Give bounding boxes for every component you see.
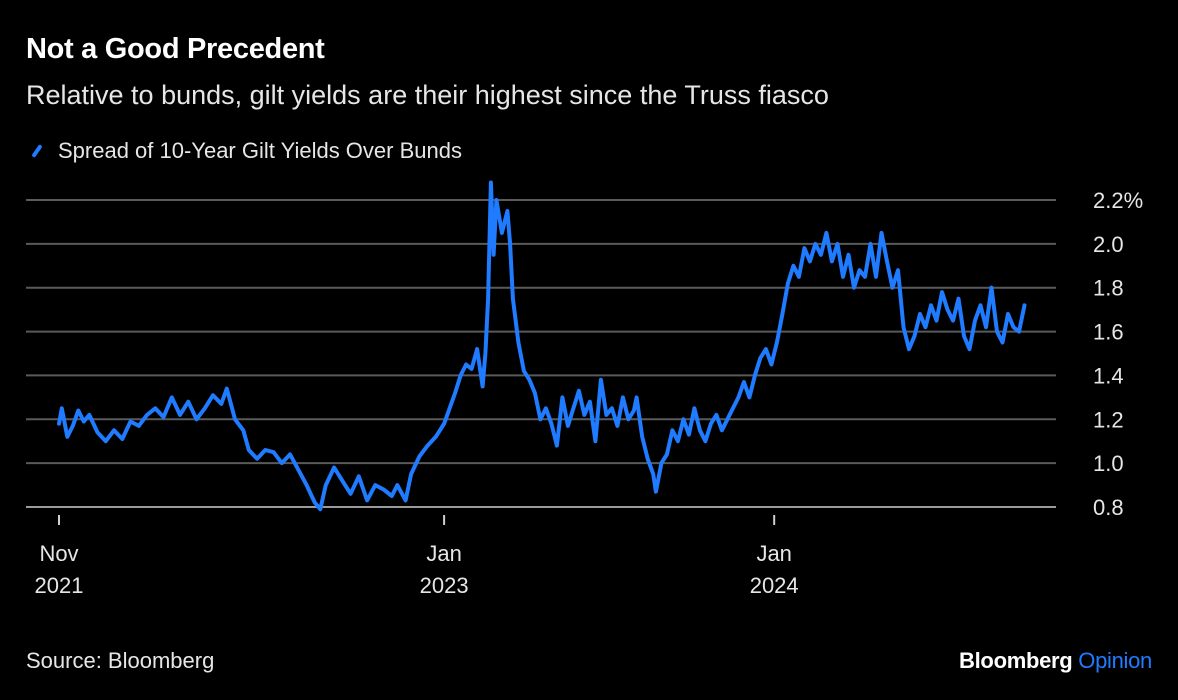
brand-main: Bloomberg [959,648,1073,673]
y-tick-label: 2.2% [1093,188,1143,213]
y-tick-label: 1.0 [1093,451,1124,476]
brand-logo: Bloomberg Opinion [959,648,1152,674]
x-tick-label-year: 2024 [750,573,799,598]
x-tick-label-year: 2023 [420,573,469,598]
y-axis-tick-labels: 0.8 1.0 1.2 1.4 1.6 1.8 2.0 2.2% [1093,188,1143,520]
legend: Spread of 10-Year Gilt Yields Over Bunds [30,136,462,166]
chart-title: Not a Good Precedent [26,33,325,65]
x-axis-ticks [58,515,776,525]
y-tick-label: 0.8 [1093,495,1124,520]
x-tick-label-month: Jan [756,541,791,566]
source-note: Source: Bloomberg [26,648,215,673]
y-tick-label: 1.8 [1093,276,1124,301]
y-tick-label: 1.4 [1093,363,1124,388]
x-axis-tick-labels: Nov 2021 Jan 2023 Jan 2024 [35,541,799,598]
y-tick-label: 1.6 [1093,320,1124,345]
y-tick-label: 1.2 [1093,407,1124,432]
brand-sub: Opinion [1078,648,1152,673]
gridlines [26,199,1056,465]
chart-subtitle: Relative to bunds, gilt yields are their… [26,80,829,110]
x-tick-label-year: 2021 [35,573,84,598]
x-tick-label-month: Jan [426,541,461,566]
x-tick-label-month: Nov [39,541,78,566]
y-tick-label: 2.0 [1093,232,1124,257]
series-line-gilt-bund-spread [57,180,1027,512]
legend-label: Spread of 10-Year Gilt Yields Over Bunds [58,138,462,163]
